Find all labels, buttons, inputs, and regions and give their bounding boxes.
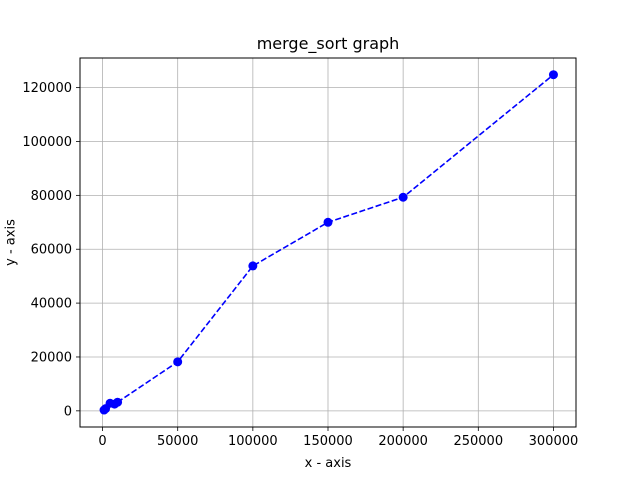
grid [80,58,576,427]
x-ticks: 0 50000 100000 150000 200000 250000 300000 [98,427,578,449]
data-point [113,397,123,407]
x-tick-label: 300000 [529,434,579,449]
y-tick-label: 0 [64,404,72,419]
y-tick-label: 100000 [22,135,72,150]
x-tick-label: 150000 [303,434,353,449]
y-tick-label: 20000 [31,350,72,365]
y-ticks: 0 20000 40000 60000 80000 100000 120000 [22,81,80,419]
x-axis-label: x - axis [305,456,352,471]
series-line [103,74,554,411]
y-tick-label: 120000 [22,81,72,96]
data-point [548,70,558,80]
x-tick-label: 50000 [157,434,198,449]
chart-title: merge_sort graph [257,34,400,54]
data-point [248,261,258,271]
x-tick-label: 250000 [453,434,503,449]
series-layer [99,70,558,415]
y-tick-label: 60000 [31,243,72,258]
y-tick-label: 80000 [31,189,72,204]
data-point [398,192,408,202]
y-tick-label: 40000 [31,297,72,312]
x-tick-label: 100000 [228,434,278,449]
x-tick-label: 200000 [378,434,428,449]
data-point [173,357,183,367]
data-point [323,217,333,227]
x-tick-label: 0 [98,434,106,449]
y-axis-label: y - axis [4,219,19,266]
